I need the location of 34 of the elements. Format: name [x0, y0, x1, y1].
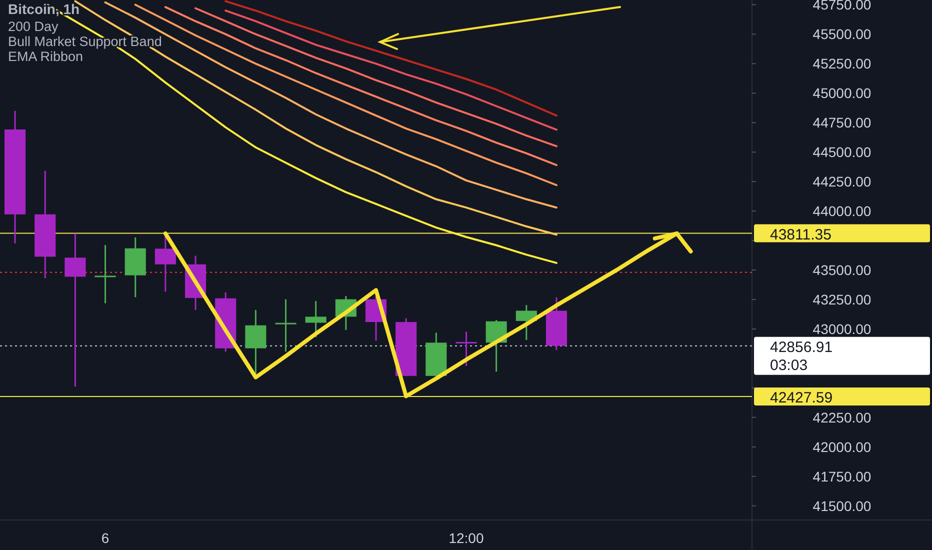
- x-tick-label: 6: [101, 530, 110, 546]
- candlestick: [94, 244, 116, 304]
- y-tick-label: 44500.00: [812, 144, 872, 160]
- line-series: [164, 6, 558, 166]
- candlestick: [245, 309, 266, 375]
- line-series: [163, 231, 679, 398]
- y-tick-label: 41500.00: [812, 498, 872, 514]
- y-tick-label: 45000.00: [812, 85, 872, 102]
- candlestick: [64, 232, 86, 388]
- y-tick-label: 43250.00: [812, 291, 872, 308]
- y-tick-label: 43000.00: [812, 320, 872, 337]
- y-tick-label: 45250.00: [812, 56, 872, 72]
- y-tick-label: 41750.00: [812, 468, 872, 484]
- annotation: 200 Day: [8, 19, 59, 34]
- annotation: EMA Ribbon: [8, 49, 84, 64]
- candlestick: [456, 330, 477, 367]
- y-tick-label: 44250.00: [812, 173, 872, 190]
- candlestick: [275, 298, 296, 352]
- candlestick: [305, 300, 326, 338]
- y-tick-label: 43500.00: [812, 262, 872, 278]
- y-tick-label: 44750.00: [812, 114, 872, 131]
- y-tick-label: 42250.00: [812, 409, 872, 426]
- ref-line-label: 43811.35: [770, 226, 832, 244]
- y-tick-label: 45750.00: [812, 0, 872, 13]
- line-series: [224, 10, 558, 131]
- line-series: [194, 7, 558, 148]
- line-series: [224, 0, 558, 117]
- y-tick-label: 42000.00: [812, 438, 872, 455]
- ref-line-label: 42856.91 03:03: [770, 339, 833, 374]
- y-tick-label: 44000.00: [812, 202, 872, 219]
- ref-line-label: 42427.59: [770, 390, 833, 407]
- candlestick: [516, 304, 537, 341]
- x-tick-label: 12:00: [448, 530, 484, 546]
- y-tick-label: 45500.00: [812, 26, 872, 42]
